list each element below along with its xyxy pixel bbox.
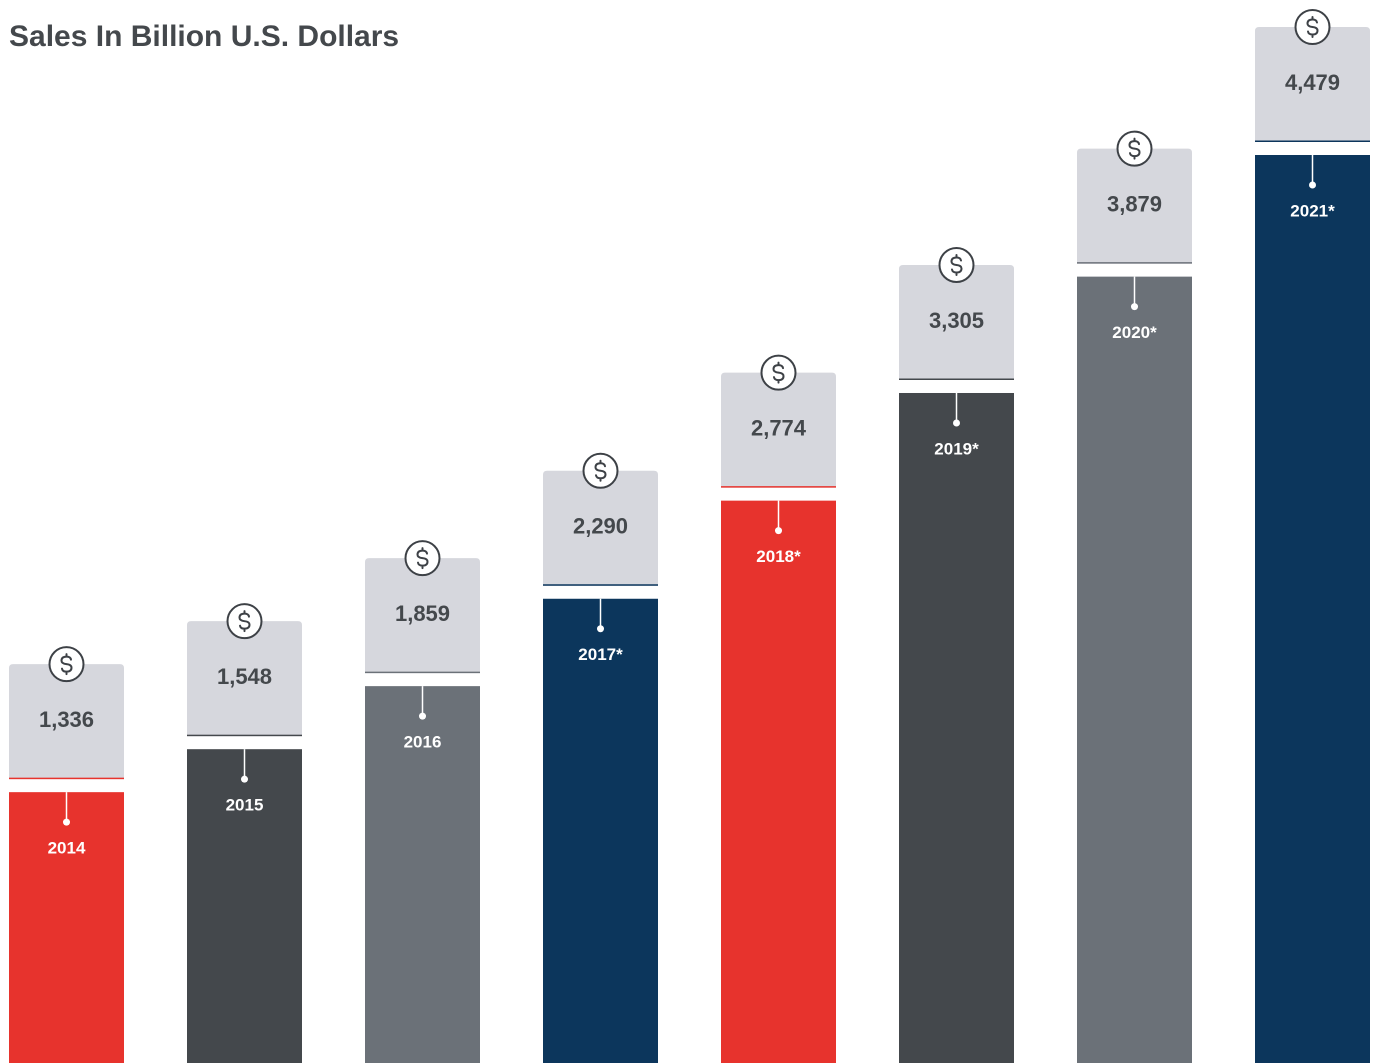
dollar-icon-glyph xyxy=(416,547,429,570)
dollar-icon-glyph xyxy=(60,653,73,676)
label-box xyxy=(9,664,124,780)
label-box-line xyxy=(899,378,1014,380)
connector-dot xyxy=(597,625,604,633)
category-label: 2020* xyxy=(1112,323,1157,342)
value-label: 1,859 xyxy=(395,601,450,626)
label-box xyxy=(721,372,836,488)
category-label: 2021* xyxy=(1290,201,1335,220)
connector-dot xyxy=(1309,181,1316,189)
dollar-icon-glyph xyxy=(950,253,963,276)
category-label: 2014 xyxy=(48,839,86,858)
connector-dot xyxy=(953,419,960,427)
dollar-icon-glyph xyxy=(1128,137,1141,160)
label-box xyxy=(187,621,302,737)
value-label: 3,879 xyxy=(1107,191,1162,216)
dollar-icon-glyph xyxy=(238,610,251,633)
bar xyxy=(899,392,1014,1063)
bar xyxy=(365,686,480,1063)
bar xyxy=(9,792,124,1063)
connector-dot xyxy=(419,712,426,720)
value-label: 1,336 xyxy=(39,707,94,732)
label-box-line xyxy=(1077,262,1192,264)
dollar-icon-glyph xyxy=(594,459,607,482)
bar xyxy=(187,749,302,1063)
dollar-icon-glyph xyxy=(1306,16,1319,38)
label-box-line xyxy=(1255,140,1370,142)
connector-dot xyxy=(775,527,782,535)
value-label: 3,305 xyxy=(929,308,984,333)
bar xyxy=(721,500,836,1063)
label-box xyxy=(1077,148,1192,264)
chart-title: Sales In Billion U.S. Dollars xyxy=(9,20,399,53)
label-box xyxy=(1255,27,1370,142)
label-box xyxy=(543,470,658,586)
label-box xyxy=(899,264,1014,380)
connector-dot xyxy=(1131,303,1138,311)
value-label: 2,774 xyxy=(751,415,807,440)
category-label: 2016 xyxy=(404,733,442,752)
category-label: 2015 xyxy=(226,796,264,815)
category-label: 2017* xyxy=(578,645,623,664)
bar xyxy=(1255,155,1370,1063)
dollar-icon-glyph xyxy=(772,361,785,384)
category-label: 2019* xyxy=(934,439,979,458)
label-box-line xyxy=(543,584,658,586)
bar xyxy=(543,598,658,1063)
bar xyxy=(1077,276,1192,1063)
value-label: 2,290 xyxy=(573,514,628,539)
value-label: 1,548 xyxy=(217,664,272,689)
value-label: 4,479 xyxy=(1285,70,1340,95)
label-box-line xyxy=(9,777,124,780)
label-box-line xyxy=(365,671,480,674)
label-box-line xyxy=(721,486,836,488)
connector-dot xyxy=(63,818,70,826)
category-label: 2018* xyxy=(756,547,801,566)
connector-dot xyxy=(241,775,248,783)
label-box-line xyxy=(187,734,302,737)
label-box xyxy=(365,558,480,674)
